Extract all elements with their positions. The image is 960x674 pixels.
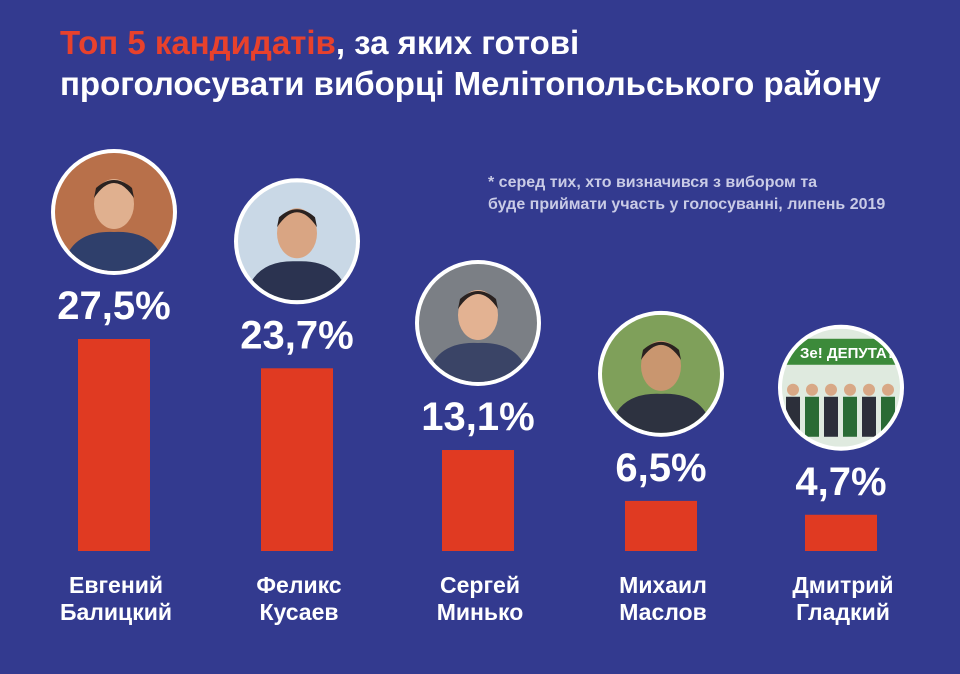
portraits-group: Зе! ДЕПУТАТ: [51, 149, 904, 451]
person-hair: [458, 291, 498, 310]
person-shoulders: [62, 231, 166, 271]
person-hair: [277, 209, 317, 228]
category-label: Сергей: [440, 572, 520, 598]
person-head: [882, 383, 894, 396]
title-highlight: Топ 5 кандидатів: [60, 24, 336, 61]
candidate-portrait: [234, 178, 360, 305]
candidate-portrait: [415, 260, 541, 387]
portrait-photo: [55, 153, 173, 271]
candidate-portrait: Зе! ДЕПУТАТ: [778, 324, 904, 451]
bar: [78, 339, 150, 551]
portrait-photo: [238, 182, 356, 301]
person-head: [863, 383, 875, 396]
category-label: Минько: [437, 599, 524, 625]
value-label: 6,5%: [615, 446, 706, 490]
category-label: Феликс: [256, 572, 341, 598]
value-label: 4,7%: [795, 460, 886, 504]
person-shoulders: [609, 393, 713, 433]
category-label: Маслов: [619, 599, 707, 625]
person-body: [824, 396, 838, 437]
value-label: 23,7%: [240, 313, 353, 357]
candidate-portrait: [598, 310, 724, 437]
portrait-photo: [419, 264, 537, 383]
person-hair: [94, 180, 134, 198]
footnote: * серед тих, хто визначився з вибором та…: [488, 172, 928, 216]
value-label: 13,1%: [421, 395, 534, 439]
category-label: Гладкий: [796, 599, 890, 625]
person-head: [825, 383, 837, 396]
portrait-photo: Зе! ДЕПУТАТ: [782, 328, 900, 447]
footnote-line2: буде приймати участь у голосуванні, липе…: [488, 196, 886, 213]
person-face: [94, 179, 134, 229]
person-body: [862, 396, 876, 437]
bar: [442, 450, 514, 551]
person-body: [843, 396, 857, 437]
person-head: [844, 383, 856, 396]
person-hair: [641, 341, 681, 360]
title-rest: , за яких готові: [335, 24, 580, 61]
candidate-portrait: [51, 149, 177, 275]
bar: [625, 500, 697, 551]
bar: [805, 514, 877, 551]
portrait-photo: [602, 314, 720, 433]
category-label: Михаил: [619, 572, 707, 598]
badge-text: Зе! ДЕПУТАТ: [800, 345, 895, 362]
person-head: [806, 383, 818, 396]
value-labels-group: 27,5% 23,7% 13,1% 6,5% 4,7%: [57, 284, 886, 504]
category-label: Дмитрий: [792, 572, 893, 598]
person-shoulders: [426, 342, 530, 383]
bar: [261, 368, 333, 551]
person-face: [277, 208, 317, 259]
title-line2: проголосувати виборці Мелітопольського р…: [60, 65, 881, 102]
category-label: Евгений: [69, 572, 163, 598]
person-face: [641, 340, 681, 391]
value-label: 27,5%: [57, 284, 170, 328]
bars-group: [78, 339, 877, 551]
person-shoulders: [245, 261, 349, 301]
person-body: [805, 396, 819, 437]
category-label: Кусаев: [259, 599, 338, 625]
footnote-line1: * серед тих, хто визначився з вибором та: [488, 174, 818, 191]
category-label: Балицкий: [60, 599, 172, 625]
person-head: [787, 383, 799, 396]
person-face: [458, 290, 498, 341]
chart-title: Топ 5 кандидатів, за яких готові проголо…: [60, 22, 940, 104]
